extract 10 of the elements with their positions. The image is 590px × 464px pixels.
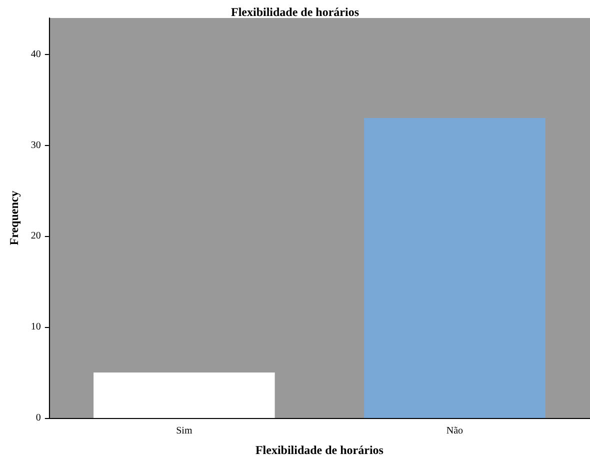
y-axis-title: Frequency <box>7 190 21 246</box>
x-tick-label: Não <box>446 426 464 436</box>
y-tick-label: 10 <box>30 322 41 333</box>
chart-title: Flexibilidade de horários <box>230 5 360 19</box>
y-tick-label: 20 <box>30 230 41 242</box>
y-tick-label: 30 <box>30 140 41 151</box>
y-tick-label: 0 <box>36 412 41 424</box>
x-axis-title: Flexibilidade de horários <box>255 443 384 457</box>
y-tick-label: 40 <box>30 48 41 60</box>
x-tick-label: Sim <box>176 426 192 436</box>
